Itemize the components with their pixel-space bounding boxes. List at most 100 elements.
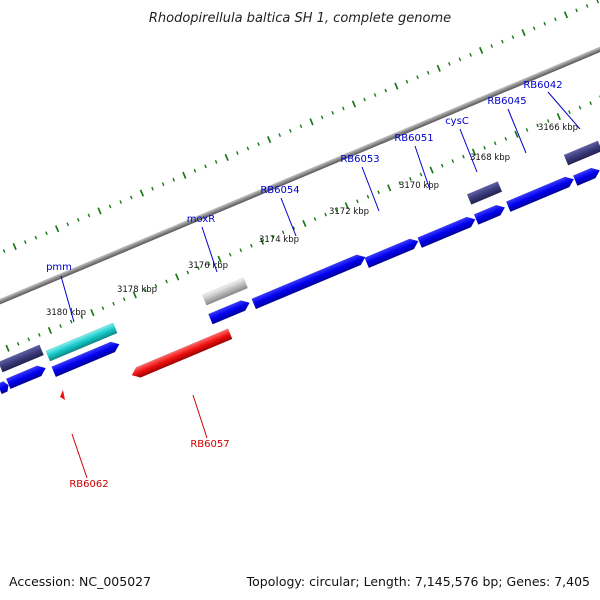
reverse-tick [175,273,180,281]
forward-tick [236,151,239,155]
label-leader-line [459,128,478,173]
scale-label: 3168 kbp [470,153,510,163]
gene-arrow-blue [417,216,476,249]
reverse-tick [546,119,550,123]
forward-tick [532,26,536,31]
gene-arrow-blue [0,381,9,395]
gene-arrow-red-small [60,390,65,400]
label-leader-line [547,91,581,130]
scale-label-group: 3166 kbp 3168 kbp 3170 kbp 3172 kbp 3174 kbp… [46,123,578,318]
reverse-tick [366,194,370,199]
gene-arrow-blue [473,204,506,225]
forward-tick [511,35,515,40]
reverse-tick [239,248,243,253]
genome-backbone [0,0,600,360]
forward-tick [182,171,187,179]
label-leader-line [361,166,380,212]
forward-tick [66,222,70,227]
forward-tick [309,118,314,126]
reverse-tick [387,184,392,192]
forward-tick [596,0,600,4]
reverse-tick [271,234,274,239]
gene-label: RB6053 [340,154,379,165]
reverse-tick [259,237,265,245]
reverse-tick [292,226,296,230]
gene-arrow-dark [466,181,503,205]
reverse-tick [281,230,285,235]
reverse-tick [377,190,380,195]
gene-labels: RB6042 RB6045 cysC RB6051 RB6053 RB6054 moxR pm… [46,80,563,490]
forward-tick [289,128,292,133]
forward-tick [416,75,419,80]
forward-tick [119,200,123,204]
reverse-tick [471,148,477,156]
genome-title: Rhodopirellula baltica SH 1, complete ge… [149,11,451,26]
reverse-tick [504,136,508,141]
reverse-tick [556,112,561,121]
forward-tick [139,189,145,197]
gene-label: RB6045 [487,96,526,107]
reverse-tick [483,145,486,150]
reverse-tick [101,306,105,311]
reverse-tick [493,141,497,146]
forward-tick [384,88,388,93]
forward-tick [76,217,80,222]
gene-label: moxR [187,214,215,225]
accession-text: Accession: NC_005027 [9,574,151,589]
scale-label: 3174 kbp [259,235,299,245]
gene-label: cysC [445,116,469,127]
forward-tick [299,124,303,129]
forward-tick [45,231,48,236]
forward-tick [161,182,165,187]
reverse-tick [38,333,41,337]
reverse-tick [5,344,10,352]
scale-label: 3166 kbp [538,123,578,133]
reverse-tick [302,219,307,228]
label-leader-line [201,226,218,273]
reverse-tick [429,166,434,174]
gene-arrow-blue [51,341,120,378]
forward-tick [224,153,229,161]
reverse-tick [462,154,465,159]
forward-tick [351,100,357,108]
genome-summary-text: Topology: circular; Length: 7,145,576 bp… [246,574,590,589]
forward-tick [151,186,154,191]
reverse-tick [356,199,359,204]
reverse-tick [27,337,31,342]
forward-tick [108,204,112,209]
forward-tick [331,110,335,115]
forward-tick [363,97,366,102]
label-leader-line [71,433,88,479]
reverse-tick [144,288,147,293]
forward-tick [257,142,260,146]
reverse-tick [207,261,211,266]
forward-tick [204,164,207,169]
gene-label: RB6057 [190,439,229,450]
label-leader-line [192,394,208,439]
reverse-tick [132,291,137,299]
reverse-tick [186,270,190,275]
forward-tick [246,146,250,151]
reverse-tick [451,159,455,164]
scale-label: 3178 kbp [117,285,157,295]
gene-label: RB6054 [260,185,299,196]
reverse-tick [250,243,253,248]
genes [0,0,600,395]
gene-arrow-cyan [45,322,118,362]
reverse-tick [165,279,168,284]
gene-label: RB6042 [523,80,562,91]
reverse-tick [419,172,423,177]
label-leader-line [280,197,297,237]
scale-label: 3172 kbp [329,207,369,217]
scale-label: 3170 kbp [399,181,439,191]
forward-tick [490,44,494,48]
gene-label: RB6062 [69,479,108,490]
forward-tick [543,21,547,26]
reverse-tick [154,284,158,288]
gene-arrow-dark [563,140,600,166]
reverse-tick [578,105,582,110]
forward-tick [469,53,472,57]
forward-tick [405,79,409,84]
label-leaders [60,91,581,479]
